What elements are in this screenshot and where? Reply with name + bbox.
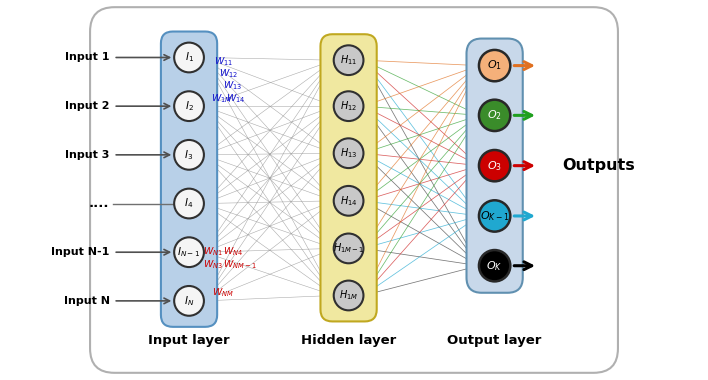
Circle shape <box>333 186 363 216</box>
Text: $H_{13}$: $H_{13}$ <box>340 146 358 160</box>
Text: $W_{NM-1}$: $W_{NM-1}$ <box>223 258 257 271</box>
Text: $O_{3}$: $O_{3}$ <box>487 159 502 173</box>
FancyBboxPatch shape <box>467 38 523 293</box>
Text: Input N-1: Input N-1 <box>51 247 110 257</box>
Text: Input 1: Input 1 <box>65 52 110 62</box>
Circle shape <box>333 138 363 168</box>
Circle shape <box>479 150 510 181</box>
Text: $W_{NM}$: $W_{NM}$ <box>212 287 234 299</box>
Text: $W_{N4}$: $W_{N4}$ <box>223 246 244 258</box>
FancyBboxPatch shape <box>90 7 618 373</box>
Text: $O_{2}$: $O_{2}$ <box>487 108 502 122</box>
Text: $H_{14}$: $H_{14}$ <box>340 194 358 208</box>
Text: $H_{1M}$: $H_{1M}$ <box>339 288 358 302</box>
Circle shape <box>174 140 204 170</box>
Text: $W_{N3}$: $W_{N3}$ <box>202 258 222 271</box>
Circle shape <box>174 188 204 218</box>
Text: $W_{1M}$: $W_{1M}$ <box>211 93 232 105</box>
Circle shape <box>174 286 204 316</box>
Circle shape <box>174 43 204 72</box>
Text: $O_{K}$: $O_{K}$ <box>486 259 503 272</box>
Text: Input 2: Input 2 <box>65 101 110 111</box>
Text: $W_{11}$: $W_{11}$ <box>215 55 234 68</box>
FancyBboxPatch shape <box>161 32 217 327</box>
Text: $I_{2}$: $I_{2}$ <box>185 99 193 113</box>
Text: Input N: Input N <box>64 296 110 306</box>
Circle shape <box>174 238 204 267</box>
Text: $W_{14}$: $W_{14}$ <box>227 93 246 105</box>
Circle shape <box>333 45 363 75</box>
Text: $W_{12}$: $W_{12}$ <box>219 68 238 80</box>
Text: $H_{12}$: $H_{12}$ <box>340 99 358 113</box>
Text: $H_{11}$: $H_{11}$ <box>340 53 358 67</box>
Text: $I_{1}$: $I_{1}$ <box>185 51 193 64</box>
Circle shape <box>479 200 510 232</box>
Circle shape <box>479 50 510 81</box>
Text: $I_{N-1}$: $I_{N-1}$ <box>177 245 201 259</box>
FancyBboxPatch shape <box>321 34 377 321</box>
Circle shape <box>333 280 363 310</box>
Circle shape <box>479 250 510 282</box>
Text: $O_{K-1}$: $O_{K-1}$ <box>480 209 510 223</box>
Text: $W_{13}$: $W_{13}$ <box>223 80 242 92</box>
Text: $I_{4}$: $I_{4}$ <box>184 196 194 211</box>
Text: ....: .... <box>89 197 110 210</box>
Text: Output layer: Output layer <box>447 334 542 347</box>
Text: Outputs: Outputs <box>562 158 635 173</box>
Text: Hidden layer: Hidden layer <box>301 334 396 347</box>
Circle shape <box>333 91 363 121</box>
Text: Input layer: Input layer <box>148 334 230 347</box>
Text: Input 3: Input 3 <box>65 150 110 160</box>
Circle shape <box>479 100 510 131</box>
Text: $I_{3}$: $I_{3}$ <box>185 148 193 162</box>
Circle shape <box>333 234 363 263</box>
Text: $O_{1}$: $O_{1}$ <box>487 59 502 73</box>
Text: $I_{N}$: $I_{N}$ <box>184 294 194 308</box>
Text: $W_{N1}$: $W_{N1}$ <box>202 246 222 258</box>
Text: $H_{1M-1}$: $H_{1M-1}$ <box>333 242 365 255</box>
Circle shape <box>174 91 204 121</box>
